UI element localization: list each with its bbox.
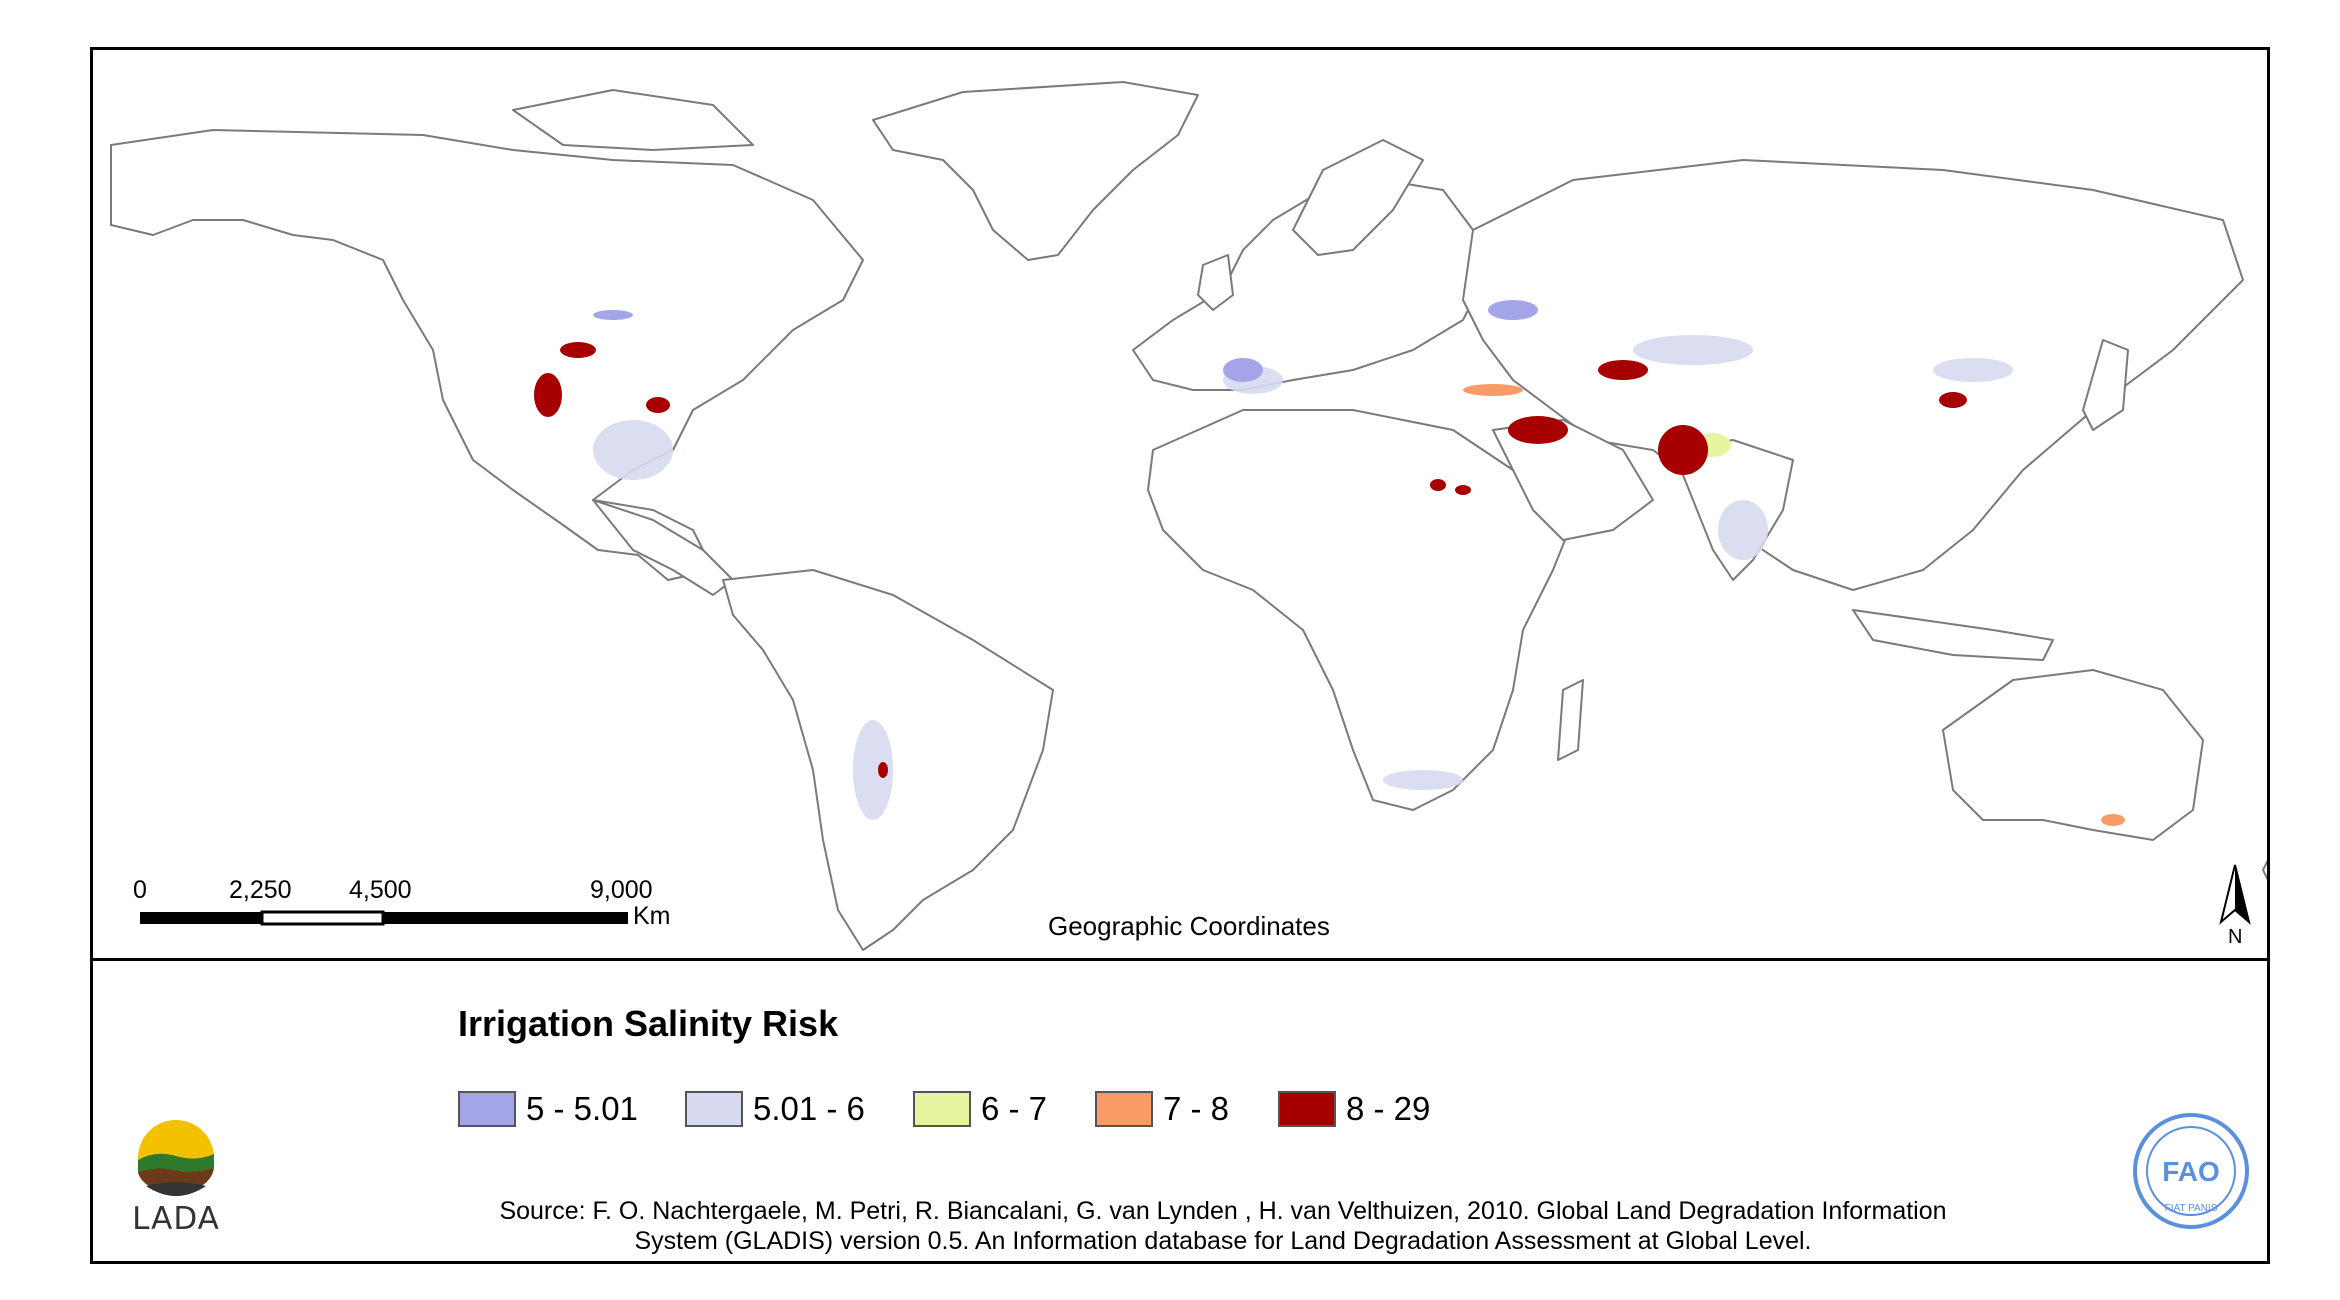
scale-bar-segment-2 [260, 910, 385, 926]
land-outlines [110, 81, 2267, 951]
uk-shape [1197, 254, 1234, 311]
greenland-shape [872, 81, 1199, 261]
madagascar-shape [1557, 679, 1584, 761]
scale-tick-2250: 2,250 [229, 876, 292, 904]
class-5-5-01-areas [593, 300, 1538, 382]
lada-wordmark: LADA [132, 1201, 220, 1237]
legend-swatch [685, 1091, 743, 1127]
legend-item: 5 - 5.01 [458, 1089, 638, 1129]
scale-tick-0: 0 [133, 876, 147, 904]
scale-tick-4500: 4,500 [349, 876, 412, 904]
scale-bar [140, 910, 628, 926]
map-panel: 0 2,250 4,500 9,000 Km Geographic Coordi… [93, 50, 2267, 961]
scale-bar-segment-3 [383, 912, 628, 924]
legend-item: 5.01 - 6 [685, 1089, 865, 1129]
north-america-shape [110, 129, 864, 581]
australia-shape [1942, 669, 2204, 841]
legend-swatch [1278, 1091, 1336, 1127]
class-7-8-areas [1463, 384, 2125, 826]
legend-label: 5 - 5.01 [526, 1090, 638, 1127]
source-citation: Source: F. O. Nachtergaele, M. Petri, R.… [413, 1196, 2033, 1256]
legend-item: 6 - 7 [913, 1089, 1047, 1129]
fao-logo-text: FAO [2162, 1156, 2220, 1187]
salinity-overlay [534, 300, 2125, 826]
fao-logo: FAO FIAT PANIS [2133, 1113, 2249, 1229]
asia-shape [1462, 159, 2244, 591]
central-america-shape [592, 499, 734, 596]
scale-unit: Km [633, 902, 671, 930]
source-line-2: System (GLADIS) version 0.5. An Informat… [634, 1227, 1812, 1255]
source-line-1: Source: F. O. Nachtergaele, M. Petri, R.… [499, 1197, 1947, 1225]
legend-swatch [913, 1091, 971, 1127]
map-frame: 0 2,250 4,500 9,000 Km Geographic Coordi… [90, 47, 2270, 1264]
japan-shape [2082, 339, 2129, 431]
legend-swatch [1095, 1091, 1153, 1127]
legend-panel: Irrigation Salinity Risk 5 - 5.01 5.01 -… [93, 961, 2267, 1261]
africa-shape [1147, 409, 1574, 811]
indonesia-shape [1852, 609, 2054, 661]
north-arrow-icon [2219, 864, 2251, 925]
new-zealand-shape [2262, 859, 2267, 881]
legend-label: 7 - 8 [1163, 1090, 1230, 1127]
fao-logo-motto: FIAT PANIS [2165, 1203, 2218, 1214]
class-8-29-areas [534, 342, 1967, 778]
arabia-shape [1492, 419, 1654, 541]
arctic-islands-shape [512, 89, 754, 151]
scandinavia-shape [1292, 139, 1424, 256]
coordinate-system-label: Geographic Coordinates [1048, 911, 1330, 941]
scale-bar-segment-1 [140, 912, 262, 924]
legend-title: Irrigation Salinity Risk [458, 1003, 839, 1044]
legend-label: 6 - 7 [981, 1090, 1048, 1127]
legend-item: 7 - 8 [1095, 1089, 1229, 1129]
lada-logo [138, 1120, 214, 1196]
legend-swatch [458, 1091, 516, 1127]
legend-item: 8 - 29 [1278, 1089, 1430, 1129]
legend-label: 5.01 - 6 [753, 1090, 865, 1127]
legend-label: 8 - 29 [1346, 1090, 1431, 1127]
world-map [110, 81, 2267, 951]
north-arrow-label: N [2228, 926, 2243, 948]
scale-tick-9000: 9,000 [590, 876, 653, 904]
